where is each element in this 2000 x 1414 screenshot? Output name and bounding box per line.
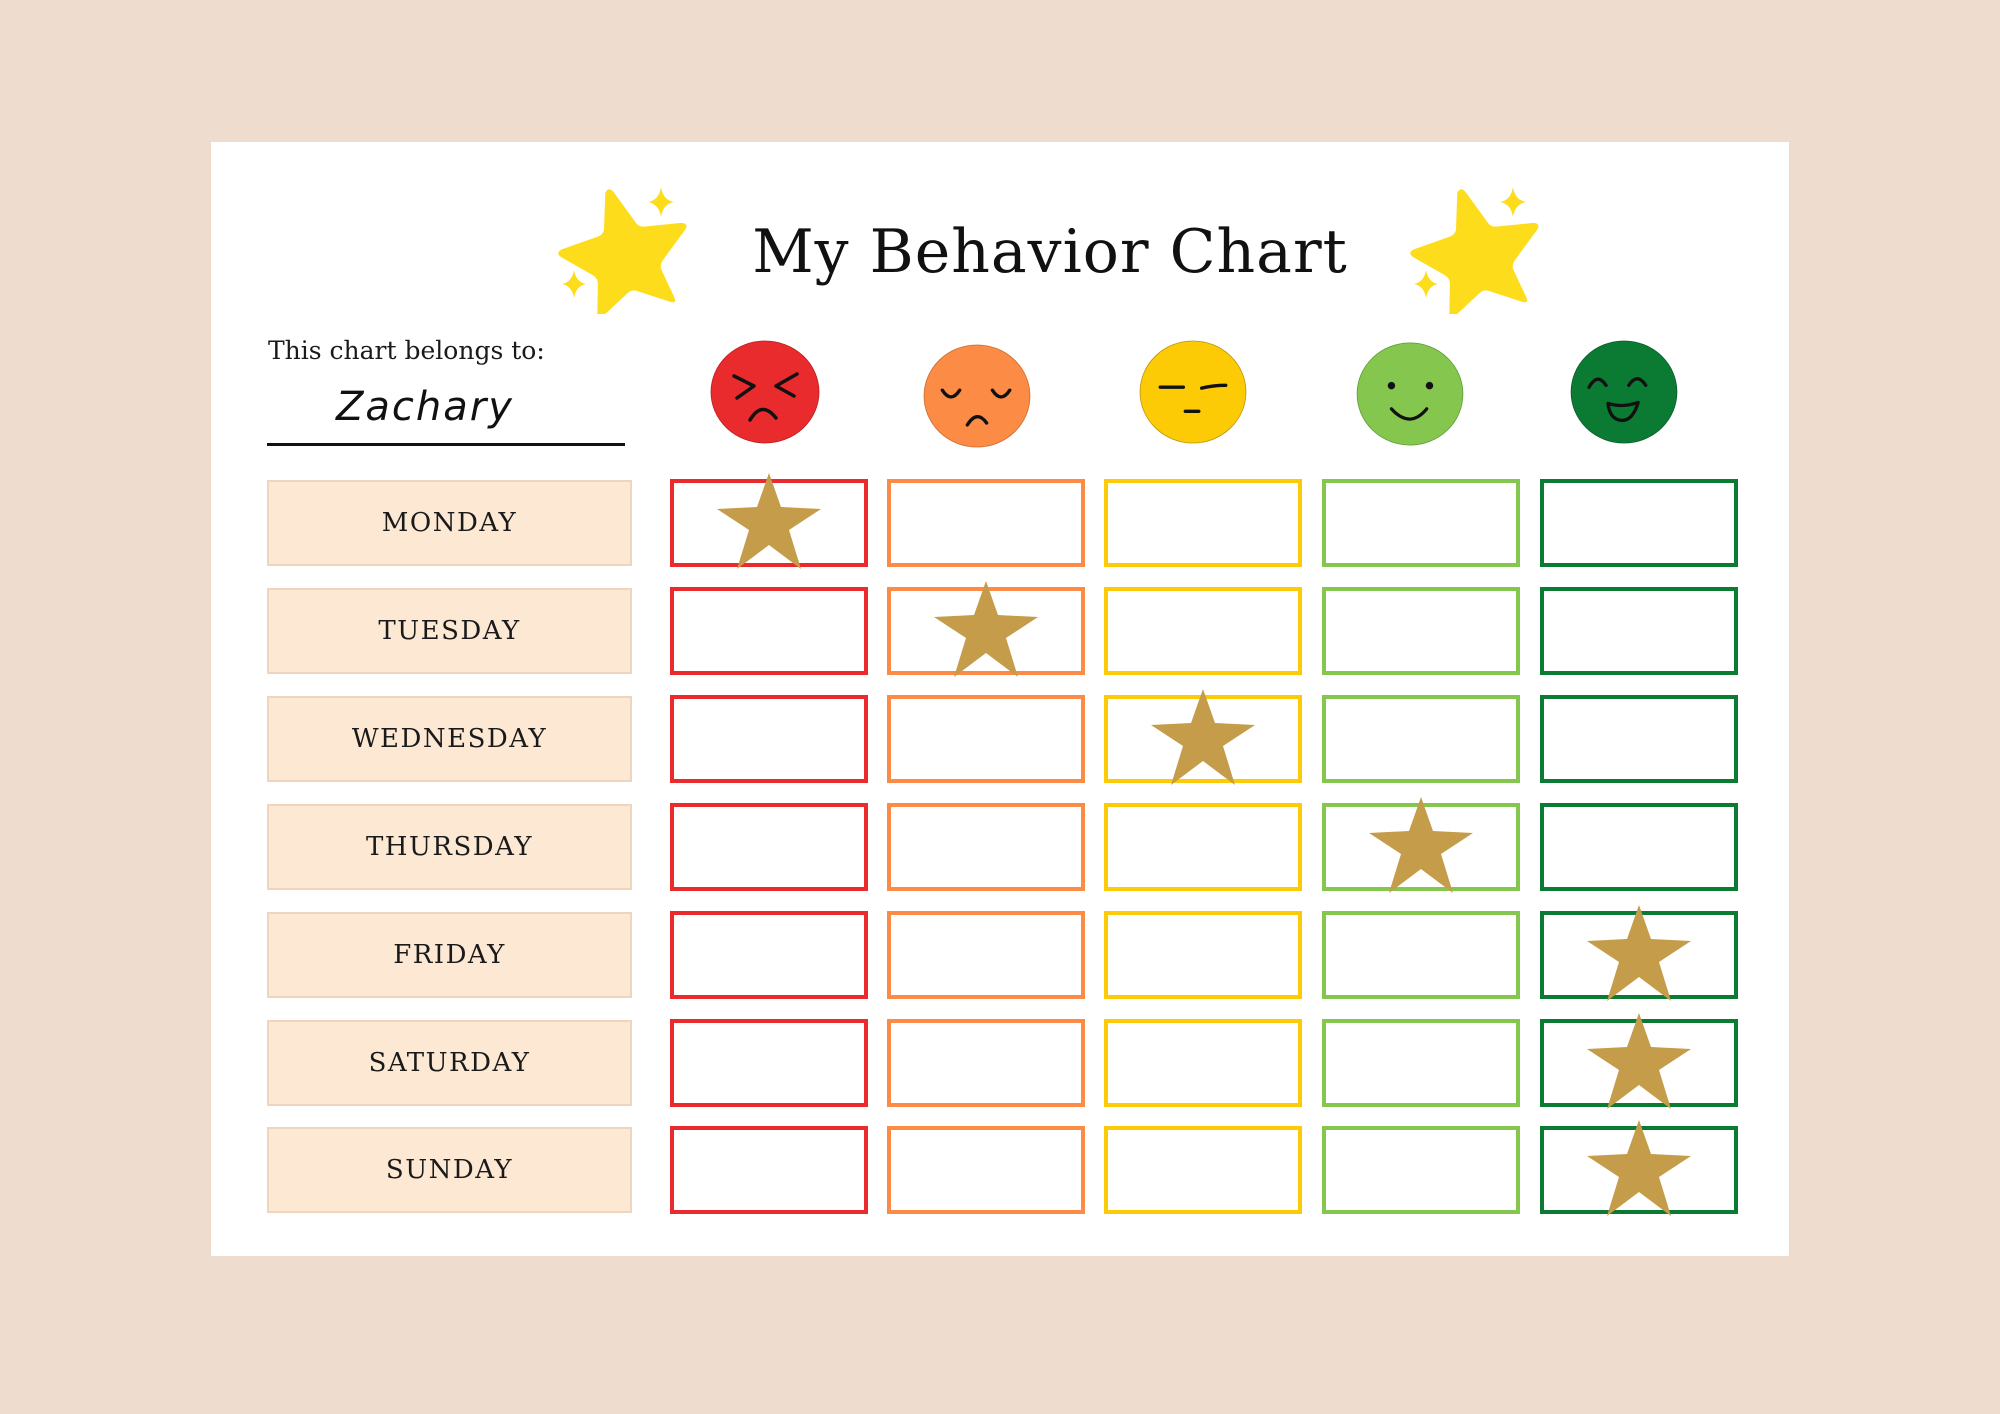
- gold-star-sticker-icon: [1587, 1013, 1691, 1109]
- cell-thursday-neutral[interactable]: [1104, 803, 1302, 891]
- cell-friday-angry[interactable]: [670, 911, 868, 999]
- cell-tuesday-angry[interactable]: [670, 587, 868, 675]
- cell-monday-happy[interactable]: [1322, 479, 1520, 567]
- day-label-sunday: SUNDAY: [267, 1127, 632, 1213]
- cell-friday-happy[interactable]: [1322, 911, 1520, 999]
- gold-star-sticker-icon: [717, 473, 821, 569]
- cell-friday-neutral[interactable]: [1104, 911, 1302, 999]
- gold-star-sticker-icon: [934, 581, 1038, 677]
- cell-wednesday-happy[interactable]: [1322, 695, 1520, 783]
- cell-sunday-angry[interactable]: [670, 1126, 868, 1214]
- gold-star-sticker-icon: [1151, 689, 1255, 785]
- page-title: My Behavior Chart: [752, 217, 1348, 287]
- cell-tuesday-very-happy[interactable]: [1540, 587, 1738, 675]
- gold-star-sticker-icon: [1587, 1120, 1691, 1216]
- yellow-star-icon: [1410, 187, 1539, 314]
- cell-saturday-neutral[interactable]: [1104, 1019, 1302, 1107]
- cell-wednesday-very-happy[interactable]: [1540, 695, 1738, 783]
- cell-monday-sad[interactable]: [887, 479, 1085, 567]
- owner-name[interactable]: Zachary: [336, 384, 514, 430]
- neutral-face-icon: [1139, 340, 1247, 444]
- owner-label: This chart belongs to:: [268, 336, 545, 365]
- cell-saturday-sad[interactable]: [887, 1019, 1085, 1107]
- day-label-wednesday: WEDNESDAY: [267, 696, 632, 782]
- cell-sunday-neutral[interactable]: [1104, 1126, 1302, 1214]
- cell-saturday-happy[interactable]: [1322, 1019, 1520, 1107]
- day-label-saturday: SATURDAY: [267, 1020, 632, 1106]
- cell-sunday-sad[interactable]: [887, 1126, 1085, 1214]
- cell-friday-sad[interactable]: [887, 911, 1085, 999]
- cell-monday-neutral[interactable]: [1104, 479, 1302, 567]
- cell-tuesday-neutral[interactable]: [1104, 587, 1302, 675]
- name-underline: [267, 443, 625, 446]
- cell-monday-very-happy[interactable]: [1540, 479, 1738, 567]
- yellow-star-icon: [558, 187, 687, 314]
- sad-face-icon: [923, 344, 1031, 448]
- cell-wednesday-angry[interactable]: [670, 695, 868, 783]
- angry-face-icon: [710, 340, 820, 444]
- day-label-thursday: THURSDAY: [267, 804, 632, 890]
- cell-thursday-sad[interactable]: [887, 803, 1085, 891]
- cell-thursday-very-happy[interactable]: [1540, 803, 1738, 891]
- day-label-friday: FRIDAY: [267, 912, 632, 998]
- cell-wednesday-sad[interactable]: [887, 695, 1085, 783]
- grinning-face-icon: [1570, 340, 1678, 444]
- gold-star-sticker-icon: [1587, 905, 1691, 1001]
- day-label-tuesday: TUESDAY: [267, 588, 632, 674]
- cell-thursday-angry[interactable]: [670, 803, 868, 891]
- cell-saturday-angry[interactable]: [670, 1019, 868, 1107]
- smiling-face-icon: [1356, 342, 1464, 446]
- day-label-monday: MONDAY: [267, 480, 632, 566]
- cell-sunday-happy[interactable]: [1322, 1126, 1520, 1214]
- gold-star-sticker-icon: [1369, 797, 1473, 893]
- cell-tuesday-happy[interactable]: [1322, 587, 1520, 675]
